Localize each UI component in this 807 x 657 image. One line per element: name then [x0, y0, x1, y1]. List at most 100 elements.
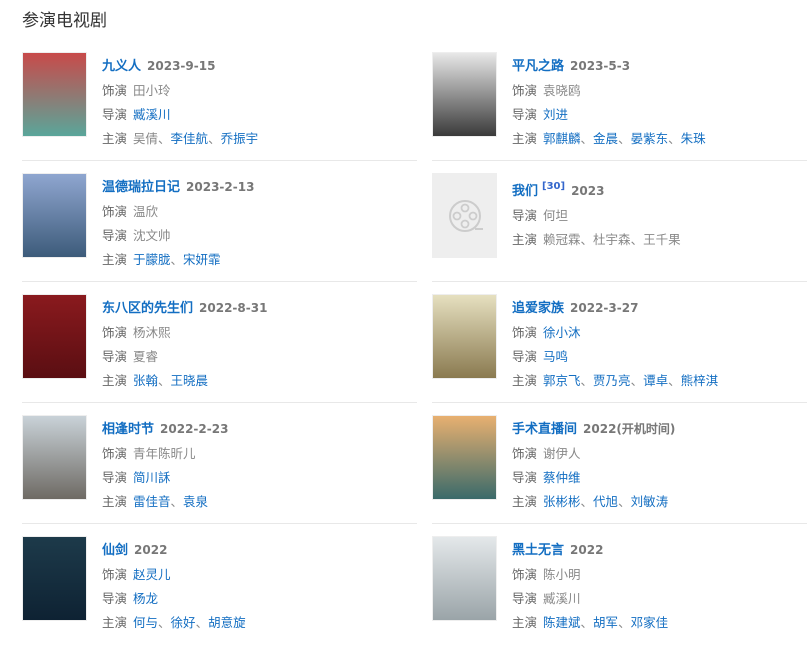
poster-image[interactable]	[432, 415, 497, 500]
director-label: 导演	[512, 208, 538, 223]
poster-image[interactable]	[432, 536, 497, 621]
director-line: 导演 刘进	[512, 103, 706, 127]
person-name[interactable]: 熊梓淇	[680, 373, 719, 388]
role-line: 饰演 青年陈昕儿	[102, 442, 228, 466]
separator: 、	[195, 615, 209, 630]
person-name[interactable]: 郭麒麟	[543, 131, 581, 146]
poster-image[interactable]	[22, 294, 87, 379]
title-link[interactable]: 九义人	[102, 59, 142, 74]
title-link[interactable]: 温德瑞拉日记	[102, 180, 181, 195]
person-name[interactable]: 蔡仲维	[543, 470, 581, 485]
title-link[interactable]: 平凡之路	[512, 59, 565, 74]
person-name[interactable]: 乔振宇	[220, 131, 259, 146]
title-link[interactable]: 相逢时节	[102, 422, 155, 437]
poster-placeholder[interactable]	[432, 173, 497, 258]
release-date: 2022-8-31	[199, 301, 268, 315]
item-info: 相逢时节 2022-2-23 饰演 青年陈昕儿 导演 简川訸 主演 雷佳音、袁泉	[102, 417, 228, 514]
role-line: 饰演 杨沐熙	[102, 321, 267, 345]
person-name[interactable]: 雷佳音	[133, 494, 171, 509]
director-line: 导演 臧溪川	[512, 587, 668, 611]
person-name[interactable]: 徐好	[170, 615, 196, 630]
title-link[interactable]: 黑土无言	[512, 543, 565, 558]
person-name: 青年陈昕儿	[133, 446, 196, 461]
person-name: 田小玲	[133, 83, 171, 98]
person-name: 吴倩	[133, 131, 159, 146]
person-name[interactable]: 宋妍霏	[183, 252, 221, 267]
title-link[interactable]: 我们	[512, 184, 539, 199]
title-line: 仙剑 2022	[102, 538, 246, 563]
person-name[interactable]: 袁泉	[183, 494, 209, 509]
poster-image[interactable]	[22, 536, 87, 621]
poster-image[interactable]	[22, 52, 87, 137]
director-label: 导演	[102, 107, 128, 122]
person-name[interactable]: 杨龙	[133, 591, 159, 606]
title-link[interactable]: 手术直播间	[512, 422, 578, 437]
person-name[interactable]: 李佳航	[170, 131, 209, 146]
director-line: 导演 杨龙	[102, 587, 246, 611]
item-info: 温德瑞拉日记 2023-2-13 饰演 温欣 导演 沈文帅 主演 于朦胧、宋妍霏	[102, 175, 254, 272]
poster-image[interactable]	[432, 294, 497, 379]
director-label: 导演	[512, 349, 538, 364]
item-info: 九义人 2023-9-15 饰演 田小玲 导演 臧溪川 主演 吴倩、李佳航、乔振宇	[102, 54, 258, 151]
cast-line: 主演 郭京飞、贾乃亮、谭卓、熊梓淇	[512, 369, 718, 393]
person-name[interactable]: 刘敏涛	[630, 494, 669, 509]
tv-item: 手术直播间 2022(开机时间) 饰演 谢伊人 导演 蔡仲维 主演 张彬彬、代旭、刘敏涛	[432, 402, 807, 536]
person-name: 杨沐熙	[133, 325, 171, 340]
role-label: 饰演	[512, 446, 538, 461]
director-line: 导演 夏睿	[102, 345, 267, 369]
person-name[interactable]: 朱珠	[680, 131, 706, 146]
person-name[interactable]: 代旭	[593, 494, 619, 509]
film-reel-icon	[448, 199, 483, 232]
person-name[interactable]: 张翰	[133, 373, 159, 388]
person-name[interactable]: 简川訸	[133, 470, 171, 485]
cast-line: 主演 郭麒麟、金晨、晏紫东、朱珠	[512, 127, 706, 151]
role-label: 饰演	[102, 204, 128, 219]
person-name[interactable]: 刘进	[543, 107, 569, 122]
person-name[interactable]: 赵灵儿	[133, 567, 171, 582]
cast-label: 主演	[512, 373, 538, 388]
person-name[interactable]: 王晓晨	[170, 373, 209, 388]
cast-label: 主演	[102, 252, 128, 267]
person-name[interactable]: 臧溪川	[133, 107, 171, 122]
poster-image[interactable]	[432, 52, 497, 137]
cast-line: 主演 雷佳音、袁泉	[102, 490, 228, 514]
person-name[interactable]: 陈建斌	[543, 615, 581, 630]
separator: 、	[580, 494, 594, 509]
separator: 、	[630, 232, 644, 247]
person-name[interactable]: 晏紫东	[630, 131, 669, 146]
person-name: 王千果	[643, 232, 681, 247]
tv-item: 追爱家族 2022-3-27 饰演 徐小沐 导演 马鸣 主演 郭京飞、贾乃亮、谭卓、熊梓淇	[432, 281, 807, 415]
person-name[interactable]: 胡意旋	[208, 615, 246, 630]
tv-item: 东八区的先生们 2022-8-31 饰演 杨沐熙 导演 夏睿 主演 张翰、王晓晨	[22, 281, 417, 415]
cast-label: 主演	[102, 131, 128, 146]
title-link[interactable]: 仙剑	[102, 543, 129, 558]
person-name[interactable]: 马鸣	[543, 349, 569, 364]
person-name[interactable]: 胡军	[593, 615, 619, 630]
title-link[interactable]: 追爱家族	[512, 301, 565, 316]
poster-image[interactable]	[22, 173, 87, 258]
release-date: 2022-3-27	[570, 301, 639, 315]
person-name[interactable]: 贾乃亮	[593, 373, 631, 388]
person-name[interactable]: 郭京飞	[543, 373, 581, 388]
person-name[interactable]: 于朦胧	[133, 252, 171, 267]
citation-link[interactable]: [30]	[542, 181, 566, 192]
person-name[interactable]: 谭卓	[643, 373, 669, 388]
tv-item: 黑土无言 2022 饰演 陈小明 导演 臧溪川 主演 陈建斌、胡军、邓家佳	[432, 523, 807, 657]
item-info: 仙剑 2022 饰演 赵灵儿 导演 杨龙 主演 何与、徐好、胡意旋	[102, 538, 246, 635]
item-info: 我们 [30] 2023 导演 何坦 主演 赖冠霖、杜宇森、王千果	[512, 175, 681, 252]
person-name[interactable]: 邓家佳	[630, 615, 669, 630]
title-link[interactable]: 东八区的先生们	[102, 301, 194, 316]
person-name[interactable]: 徐小沐	[543, 325, 581, 340]
person-name[interactable]: 何与	[133, 615, 159, 630]
tv-item: 我们 [30] 2023 导演 何坦 主演 赖冠霖、杜宇森、王千果	[432, 160, 807, 294]
right-column: 平凡之路 2023-5-3 饰演 袁晓鸥 导演 刘进 主演 郭麒麟、金晨、晏紫东、朱珠 我们 [3…	[432, 52, 807, 657]
cast-line: 主演 于朦胧、宋妍霏	[102, 248, 254, 272]
cast-label: 主演	[102, 615, 128, 630]
poster-image[interactable]	[22, 415, 87, 500]
person-name: 何坦	[543, 208, 569, 223]
director-label: 导演	[102, 591, 128, 606]
person-name[interactable]: 金晨	[593, 131, 619, 146]
role-label: 饰演	[102, 325, 128, 340]
role-label: 饰演	[102, 83, 128, 98]
person-name[interactable]: 张彬彬	[543, 494, 581, 509]
